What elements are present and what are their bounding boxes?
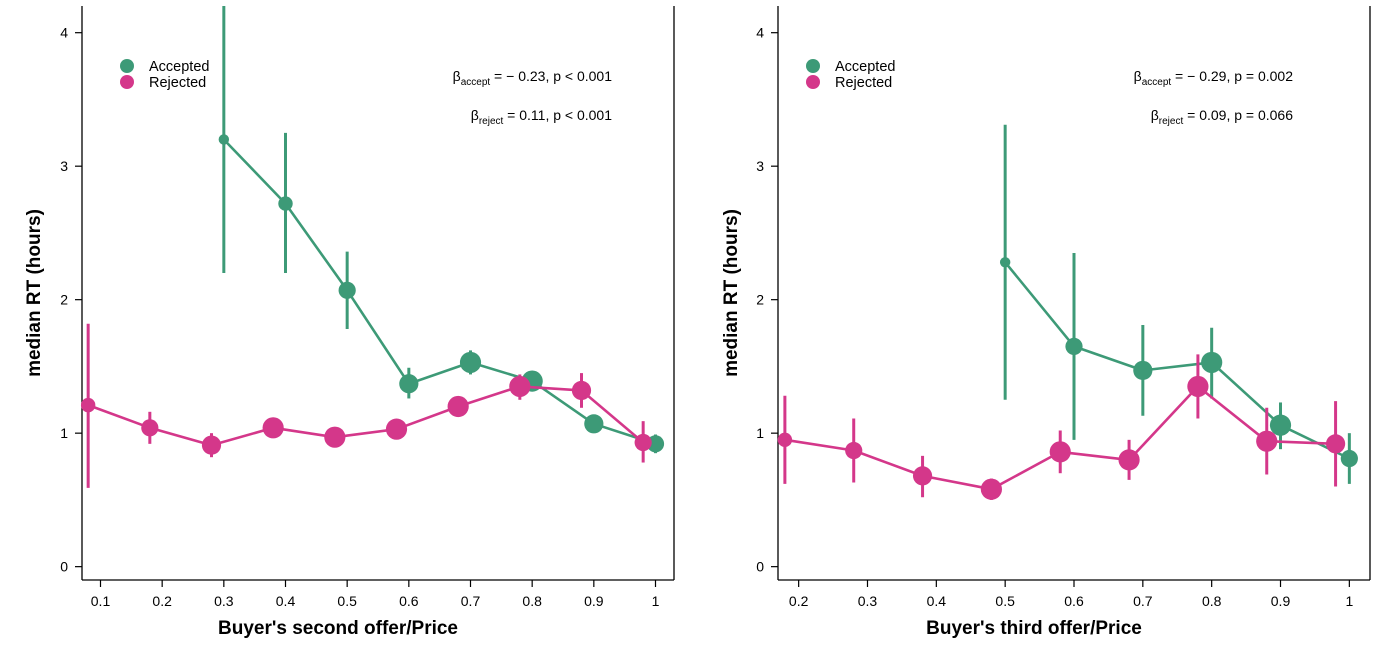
y-tick-label: 1 bbox=[756, 425, 764, 441]
x-tick-label: 0.7 bbox=[1133, 593, 1153, 609]
accepted-data-point bbox=[584, 414, 604, 434]
x-tick-label: 0.6 bbox=[1064, 593, 1084, 609]
x-tick-label: 0.3 bbox=[858, 593, 878, 609]
accepted-series-line bbox=[222, 138, 656, 446]
rejected-data-point bbox=[385, 418, 408, 440]
beta-annotation: βreject = 0.11, p < 0.001 bbox=[471, 107, 612, 127]
rejected-data-point bbox=[912, 466, 933, 486]
rejected-data-point bbox=[80, 397, 96, 413]
x-axis-title: Buyer's second offer/Price bbox=[218, 618, 458, 639]
y-tick-label: 3 bbox=[60, 158, 68, 174]
rejected-data-point bbox=[1187, 375, 1209, 398]
legend-label-rejected: Rejected bbox=[149, 75, 206, 91]
rejected-data-point bbox=[1325, 434, 1346, 454]
accepted-data-point bbox=[338, 281, 356, 299]
accepted-series-line bbox=[1004, 261, 1350, 460]
legend-marker-rejected bbox=[806, 75, 820, 89]
y-tick-label: 2 bbox=[756, 292, 764, 308]
right-panel: 0 1 2 3 4 0.2 0.3 0.4 0.5 0.6 0.7 0.8 0.9 1 Buyer's th… bbox=[721, 6, 1371, 639]
left-panel: 0 1 2 3 4 0.1 0.2 0.3 0.4 0.5 0.6 0.7 0.8 0.9 1 Buyer's… bbox=[24, 6, 675, 639]
accepted-data-point bbox=[1340, 449, 1358, 468]
x-tick-label: 0.1 bbox=[91, 593, 111, 609]
x-tick-label: 1 bbox=[652, 593, 660, 609]
legend-label-rejected: Rejected bbox=[835, 75, 892, 91]
rejected-data-point bbox=[509, 375, 531, 398]
y-tick-label: 4 bbox=[60, 25, 68, 41]
y-tick-label: 1 bbox=[60, 425, 68, 441]
x-tick-label: 0.8 bbox=[522, 593, 542, 609]
y-axis-title: median RT (hours) bbox=[24, 209, 45, 377]
x-tick-label: 0.4 bbox=[927, 593, 947, 609]
rejected-data-point bbox=[1256, 430, 1278, 452]
rejected-data-point bbox=[262, 417, 284, 439]
x-tick-label: 0.5 bbox=[995, 593, 1015, 609]
y-tick-label: 0 bbox=[60, 559, 68, 575]
rejected-data-point bbox=[1118, 449, 1140, 471]
x-tick-label: 0.4 bbox=[276, 593, 296, 609]
accepted-data-point bbox=[218, 134, 230, 145]
legend-marker-rejected bbox=[120, 75, 134, 89]
rejected-data-point bbox=[141, 419, 159, 437]
x-tick-label: 0.5 bbox=[337, 593, 357, 609]
y-tick-label: 4 bbox=[756, 25, 764, 41]
x-axis-title: Buyer's third offer/Price bbox=[926, 618, 1142, 639]
accepted-data-point bbox=[278, 196, 293, 211]
y-tick-label: 2 bbox=[60, 292, 68, 308]
rejected-data-point bbox=[447, 395, 469, 418]
y-tick-label: 0 bbox=[756, 559, 764, 575]
x-tick-label: 0.9 bbox=[1271, 593, 1291, 609]
rejected-series-line bbox=[87, 385, 645, 447]
beta-annotation: βaccept = − 0.29, p = 0.002 bbox=[1134, 68, 1294, 88]
accepted-data-point bbox=[1065, 337, 1083, 355]
beta-annotation: βreject = 0.09, p = 0.066 bbox=[1151, 107, 1293, 127]
x-tick-label: 0.2 bbox=[152, 593, 172, 609]
y-axis-title: median RT (hours) bbox=[721, 209, 742, 377]
legend-marker-accepted bbox=[120, 59, 134, 73]
accepted-data-point bbox=[459, 351, 482, 374]
x-tick-label: 1 bbox=[1345, 593, 1353, 609]
accepted-data-point bbox=[1269, 414, 1292, 436]
legend-label-accepted: Accepted bbox=[149, 59, 209, 75]
accepted-data-point bbox=[1133, 360, 1153, 381]
x-tick-label: 0.3 bbox=[214, 593, 234, 609]
rejected-data-point bbox=[980, 478, 1002, 500]
x-tick-label: 0.8 bbox=[1202, 593, 1222, 609]
legend-marker-accepted bbox=[806, 59, 820, 73]
y-tick-label: 3 bbox=[756, 158, 764, 174]
accepted-data-point bbox=[399, 374, 419, 394]
rejected-data-point bbox=[324, 426, 346, 448]
rejected-data-point bbox=[1049, 441, 1071, 463]
rejected-data-point bbox=[634, 433, 652, 452]
x-tick-label: 0.2 bbox=[789, 593, 809, 609]
x-tick-label: 0.9 bbox=[584, 593, 604, 609]
accepted-data-point bbox=[999, 257, 1011, 268]
rejected-data-point bbox=[201, 435, 222, 455]
beta-annotation: βaccept = − 0.23, p < 0.001 bbox=[453, 68, 613, 88]
accepted-data-point bbox=[1201, 351, 1223, 374]
x-tick-label: 0.7 bbox=[461, 593, 481, 609]
rejected-data-point bbox=[777, 432, 793, 448]
x-tick-label: 0.6 bbox=[399, 593, 419, 609]
rejected-data-point bbox=[571, 380, 592, 401]
rejected-data-point bbox=[845, 441, 863, 460]
legend-label-accepted: Accepted bbox=[835, 59, 895, 75]
